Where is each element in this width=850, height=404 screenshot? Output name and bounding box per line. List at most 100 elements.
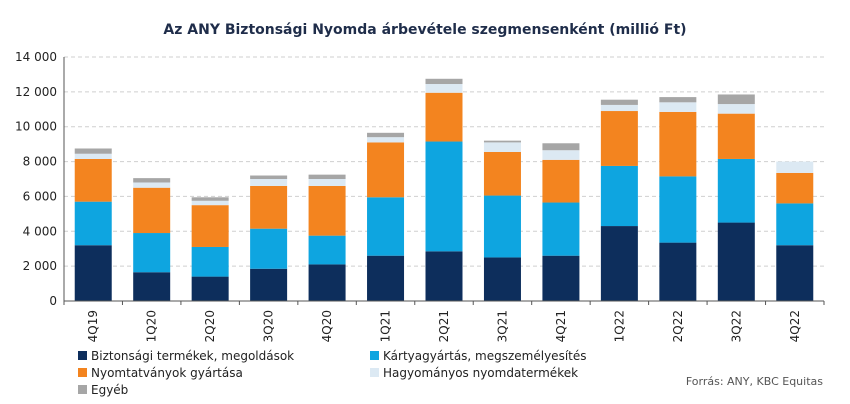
y-tick-label: 0 [49,294,57,308]
bar-segment [308,179,346,186]
bar-segment [776,203,814,246]
bar-segment [191,200,229,206]
y-tick-label: 14 000 [15,50,57,64]
bar-segment [308,185,346,236]
legend-label: Hagyományos nyomdatermékek [383,366,578,380]
bar-segment [659,242,697,301]
legend-item: Hagyományos nyomdatermékek [370,366,578,380]
chart-title: Az ANY Biztonsági Nyomda árbevétele szeg… [163,22,686,38]
x-tick-label: 1Q20 [145,310,159,342]
bar-segment [425,78,463,85]
bar-segment [133,272,171,301]
bar-segment [542,202,580,256]
bar-segment [483,142,521,152]
legend-label: Nyomtatványok gyártása [91,366,243,380]
bar-segment [600,104,638,112]
bar-segment [717,158,755,223]
bar-segment [717,94,755,105]
bar-segment [600,99,638,105]
bar-segment [483,257,521,301]
y-tick-label: 12 000 [15,85,57,99]
x-tick-label: 2Q21 [437,310,451,342]
bar-segment [776,172,814,204]
x-tick-label: 3Q22 [729,310,743,342]
bar-segment [367,137,405,143]
legend-swatch [370,351,379,360]
bar-segment [367,142,405,198]
bar-segment [308,174,346,179]
bar-segment [74,245,112,301]
bar-segment [250,268,288,301]
legend-swatch [78,368,87,377]
bar-segment [191,246,229,277]
y-tick-label: 6 000 [23,189,57,203]
bar-segment [191,205,229,247]
bar-segment [425,84,463,93]
x-tick-label: 1Q21 [379,310,393,342]
bar-segment [133,178,171,183]
bar-segment [250,179,288,186]
bar-segment [542,255,580,301]
bar-segment [367,255,405,301]
bar-segment [542,143,580,151]
bar-segment [483,195,521,258]
x-tick-label: 2Q22 [671,310,685,342]
bar-segment [191,197,229,201]
x-tick-label: 4Q21 [554,310,568,342]
bar-segment [74,158,112,202]
bar-segment [74,153,112,159]
y-tick-label: 4 000 [23,224,57,238]
y-tick-label: 2 000 [23,259,57,273]
bars [74,78,814,301]
bar-segment [250,175,288,179]
bar-segment [191,276,229,301]
bar-segment [659,97,697,103]
bar-segment [133,187,171,234]
legend-swatch [370,368,379,377]
legend-item: Nyomtatványok gyártása [78,366,243,380]
bar-segment [483,140,521,143]
x-tick-label: 1Q22 [612,310,626,342]
y-tick-label: 8 000 [23,155,57,169]
bar-segment [483,151,521,196]
x-tick-label: 4Q19 [86,310,100,342]
legend-label: Kártyagyártás, megszemélyesítés [383,349,587,363]
x-tick-label: 4Q22 [788,310,802,342]
x-tick-label: 3Q20 [262,310,276,342]
y-tick-label: 10 000 [15,120,57,134]
legend-item: Egyéb [78,383,128,397]
bar-segment [250,185,288,229]
bar-segment [308,235,346,265]
legend-swatch [78,351,87,360]
bar-segment [133,182,171,188]
legend-label: Biztonsági termékek, megoldások [91,349,294,363]
bar-segment [776,161,814,173]
x-tick-label: 3Q21 [495,310,509,342]
bar-segment [250,228,288,269]
bar-segment [367,132,405,138]
bar-segment [367,197,405,256]
axes: 0 2 000 4 000 6 000 8 000 10 000 12 000 14 000 4… [15,50,825,342]
legend: Biztonsági termékek, megoldások Kártyagyá… [78,349,587,397]
legend-swatch [78,385,87,394]
bar-segment [542,159,580,203]
bar-segment [600,111,638,166]
legend-label: Egyéb [91,383,128,397]
source-note: Forrás: ANY, KBC Equitas [686,375,823,388]
bar-segment [717,222,755,301]
bar-segment [74,201,112,246]
bar-segment [74,148,112,154]
x-tick-label: 4Q20 [320,310,334,342]
bar-segment [717,104,755,114]
bar-segment [308,264,346,301]
bar-segment [425,92,463,142]
legend-item: Kártyagyártás, megszemélyesítés [370,349,587,363]
bar-segment [425,141,463,252]
bar-segment [542,150,580,160]
bar-segment [659,102,697,112]
bar-segment [600,165,638,227]
bar-segment [133,233,171,273]
bar-segment [425,251,463,301]
